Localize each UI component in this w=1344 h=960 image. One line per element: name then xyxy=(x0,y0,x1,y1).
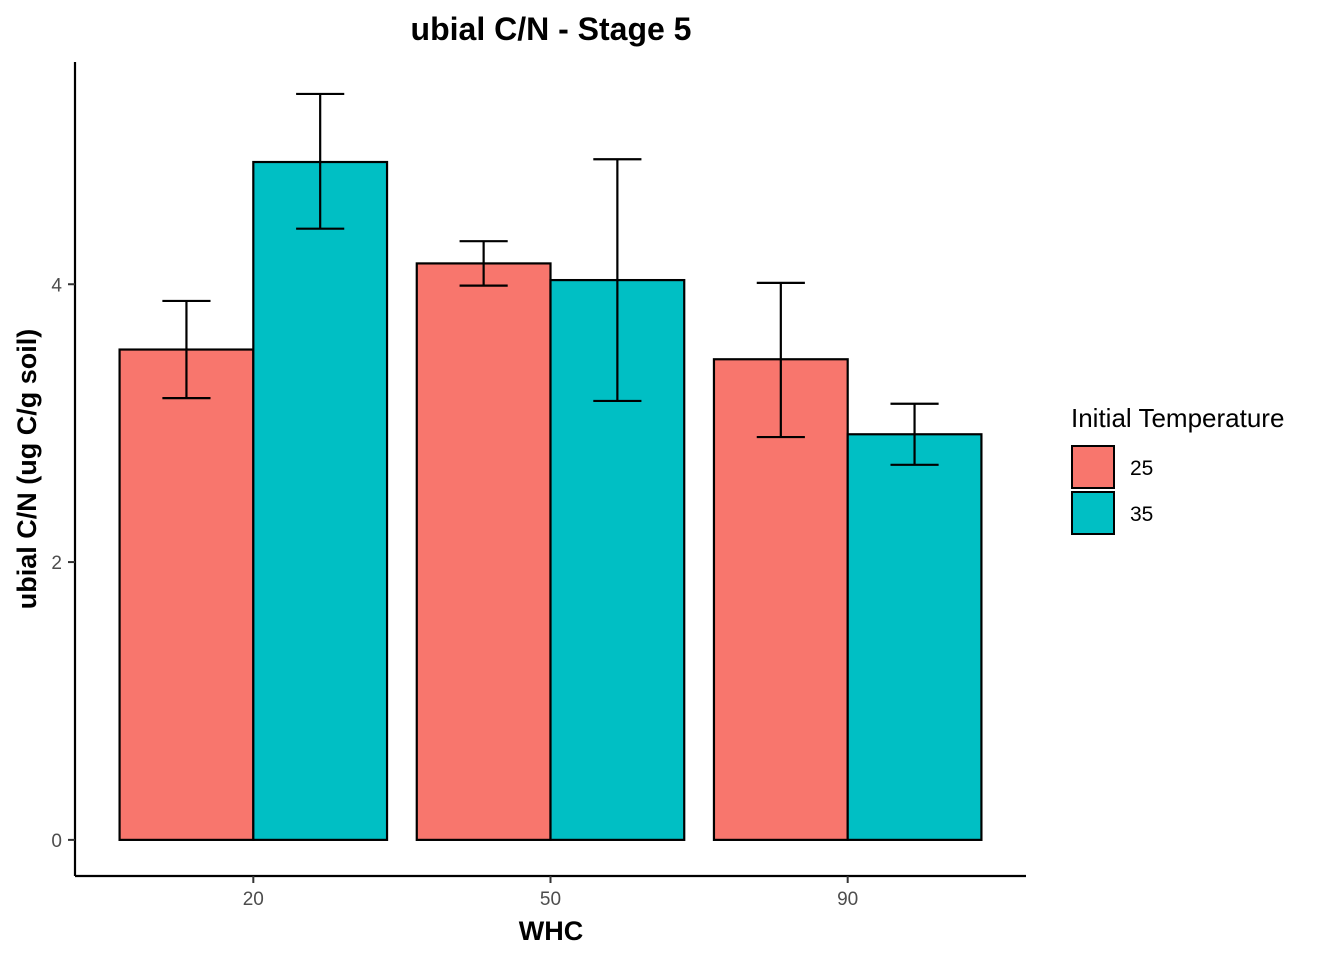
legend-label-25: 25 xyxy=(1130,457,1153,480)
y-tick-label-0: 0 xyxy=(51,831,62,852)
legend-title: Initial Temperature xyxy=(1071,403,1284,433)
legend-key-35 xyxy=(1071,491,1115,535)
x-tick-label-90: 90 xyxy=(837,889,858,910)
bar-whc-90-temp-35 xyxy=(846,433,983,841)
error-bars-layer xyxy=(162,92,939,466)
error-bar-whc-90-temp-35 xyxy=(890,402,939,466)
bar-whc-50-temp-25 xyxy=(415,262,552,841)
bar-whc-20-temp-35 xyxy=(252,160,389,841)
x-tick-label-20: 20 xyxy=(243,889,264,910)
error-bar-whc-20-temp-35 xyxy=(296,92,345,230)
legend-key-25 xyxy=(1071,445,1115,489)
y-tick-label-4: 4 xyxy=(51,275,62,296)
y-ticks: 0 2 4 xyxy=(51,275,75,852)
x-tick-label-50: 50 xyxy=(540,889,561,910)
x-ticks: 20 50 90 xyxy=(243,876,858,910)
bars-layer xyxy=(118,160,983,841)
error-bar-whc-90-temp-25 xyxy=(756,281,805,439)
error-bar-whc-50-temp-25 xyxy=(459,240,508,287)
error-bar-whc-50-temp-35 xyxy=(593,158,642,403)
bar-whc-20-temp-25 xyxy=(118,348,255,841)
legend: Initial Temperature 25 35 xyxy=(1071,403,1284,535)
x-axis-title: WHC xyxy=(519,916,583,946)
y-axis-title: ubial C/N (ug C/g soil) xyxy=(12,329,42,609)
legend-label-35: 35 xyxy=(1130,503,1153,526)
error-bar-whc-20-temp-25 xyxy=(162,299,211,400)
y-tick-label-2: 2 xyxy=(51,553,62,574)
chart-title: ubial C/N - Stage 5 xyxy=(411,11,692,47)
bar-whc-90-temp-25 xyxy=(712,358,849,841)
